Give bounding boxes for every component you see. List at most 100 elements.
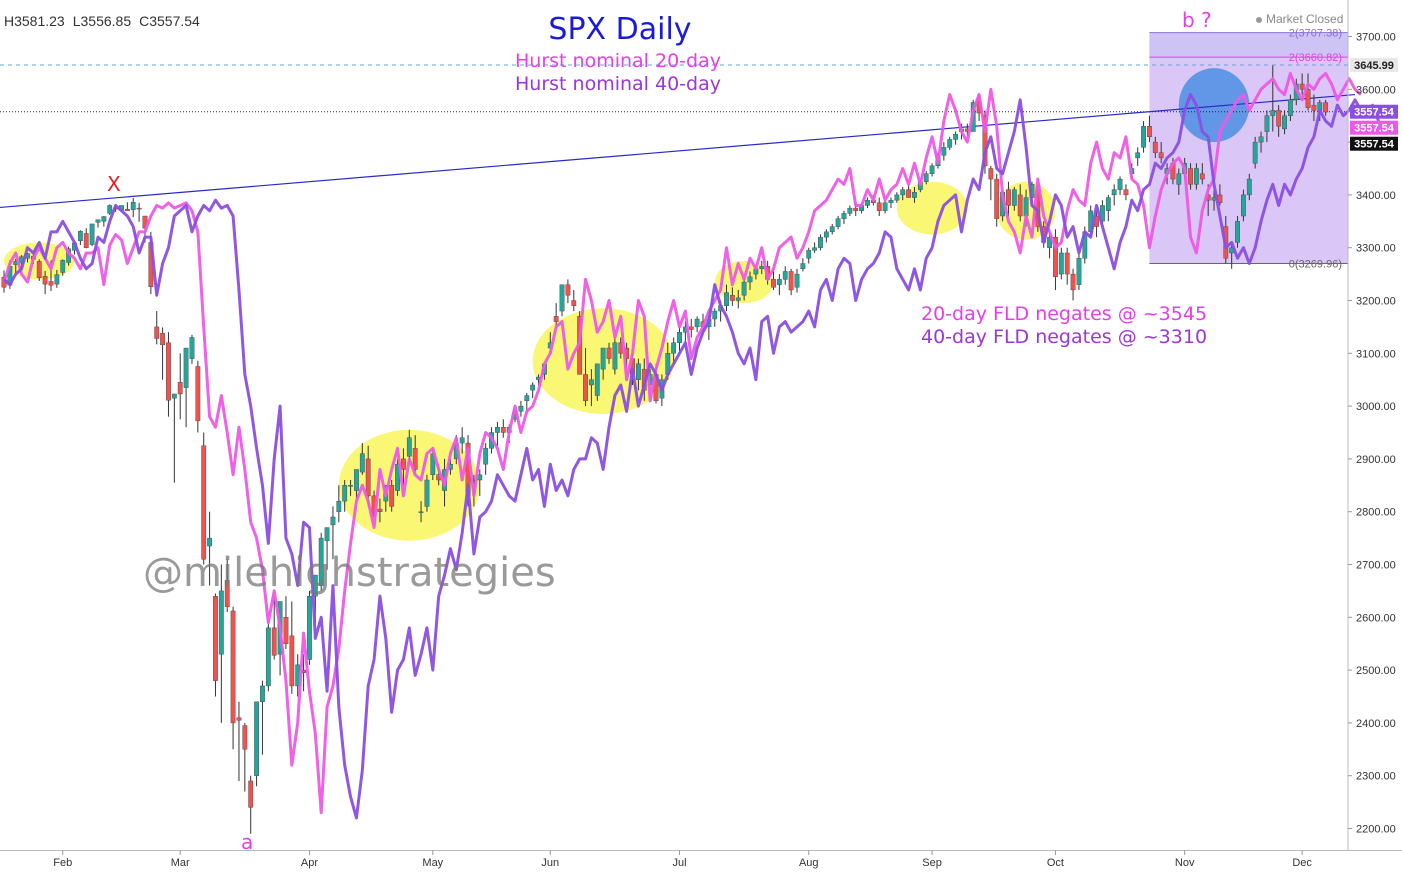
- candle-body: [853, 207, 859, 211]
- candle-body: [189, 337, 195, 359]
- ohlc-high: H3581.23: [4, 13, 65, 29]
- y-tick-label: 3600.00: [1356, 84, 1396, 96]
- candle-body: [1276, 110, 1282, 127]
- candle-body: [418, 511, 424, 513]
- candle-body: [794, 273, 800, 288]
- candle-body: [1323, 102, 1329, 113]
- candle-body: [589, 379, 594, 386]
- candle-body: [923, 173, 929, 182]
- candle-body: [213, 595, 218, 681]
- candle-body: [354, 469, 359, 491]
- candle-body: [694, 318, 700, 328]
- candle-body: [248, 780, 254, 808]
- candle-body: [994, 178, 1000, 219]
- candle-body: [724, 292, 729, 306]
- candle-body: [348, 485, 353, 487]
- candle-body: [747, 276, 753, 283]
- ohlc-close: C3557.54: [139, 13, 200, 29]
- candle-body: [1053, 236, 1058, 277]
- candle-body: [89, 223, 95, 245]
- candle-body: [841, 213, 847, 219]
- subtitle-40-day: Hurst nominal 40-day: [515, 73, 721, 95]
- candle-body: [1194, 168, 1199, 185]
- candle-body: [559, 284, 565, 312]
- x-tick-label: Feb: [53, 857, 72, 869]
- candle-body: [483, 448, 489, 465]
- y-tick-label: 2800.00: [1356, 507, 1396, 519]
- market-status-label: Market Closed: [1266, 12, 1344, 26]
- candle-body: [847, 207, 853, 214]
- fld-40-day-line: [2, 93, 1380, 820]
- candle-body: [136, 207, 142, 210]
- trendline: [0, 93, 1356, 209]
- candle-body: [735, 297, 741, 301]
- candle-body: [130, 202, 136, 210]
- candle-body: [1111, 189, 1117, 196]
- wave-label-x: X: [107, 172, 121, 196]
- x-tick-label: Apr: [301, 857, 318, 869]
- candle-body: [1152, 141, 1158, 153]
- candle-body: [1264, 115, 1270, 132]
- candle-body: [242, 725, 248, 750]
- candle-body: [982, 115, 988, 167]
- candle-body: [1311, 104, 1317, 111]
- candle-body: [776, 279, 782, 285]
- candle-body: [1023, 197, 1029, 217]
- candle-body: [254, 701, 259, 776]
- x-tick-label: Sep: [922, 857, 942, 869]
- candle-body: [818, 236, 823, 248]
- y-tick-label: 2300.00: [1356, 771, 1396, 783]
- candle-body: [60, 260, 66, 273]
- candle-body: [876, 202, 882, 211]
- candle-body: [1282, 115, 1287, 130]
- y-tick-label: 3300.00: [1356, 243, 1396, 255]
- candle-body: [495, 427, 500, 433]
- x-tick-label: Jun: [541, 857, 559, 869]
- candle-body: [36, 261, 42, 278]
- candle-body: [283, 617, 289, 644]
- candle-body: [171, 393, 177, 399]
- candle-body: [594, 363, 600, 396]
- candle-body: [318, 537, 324, 586]
- candle-body: [1235, 221, 1240, 243]
- candle-body: [800, 263, 806, 270]
- candle-body: [635, 363, 641, 380]
- candle-body: [236, 717, 242, 721]
- price-label-layer: 3645.99 3557.54 3557.54 3557.54: [1350, 58, 1398, 151]
- fld-20-day-line: [2, 71, 1362, 815]
- candle-body: [54, 274, 60, 285]
- price-label-box: [1350, 58, 1398, 73]
- candle-body: [1241, 194, 1246, 217]
- candle-body: [95, 219, 101, 223]
- price-label-box: [1350, 136, 1398, 151]
- candle-body: [1141, 126, 1146, 148]
- candle-layer: [1, 65, 1329, 834]
- y-tick-label: 3100.00: [1356, 348, 1396, 360]
- x-tick-label: Mar: [171, 857, 190, 869]
- candle-body: [688, 326, 694, 330]
- candle-body: [1123, 189, 1129, 196]
- fib-level-label: 0(3269.96): [1289, 259, 1342, 271]
- candle-body: [424, 479, 430, 507]
- y-tick-label: 2200.00: [1356, 824, 1396, 836]
- candle-body: [342, 485, 348, 502]
- candle-body: [894, 194, 900, 201]
- candle-body: [953, 133, 958, 140]
- candle-body: [336, 500, 342, 512]
- candle-body: [947, 139, 953, 148]
- candle-body: [1076, 258, 1082, 285]
- candle-body: [518, 405, 524, 412]
- reference-line-layer: [0, 64, 1356, 209]
- price-label-box: [1350, 104, 1398, 119]
- candle-body: [759, 265, 765, 270]
- candle-body: [406, 437, 412, 457]
- candle-body: [571, 300, 577, 306]
- candle-body: [906, 189, 911, 198]
- chart-title: SPX Daily: [548, 12, 692, 47]
- candle-body: [677, 331, 682, 343]
- projection-box: [1149, 32, 1348, 264]
- price-label-text: 3645.99: [1354, 60, 1394, 72]
- candle-body: [365, 458, 371, 497]
- candle-body: [218, 590, 224, 655]
